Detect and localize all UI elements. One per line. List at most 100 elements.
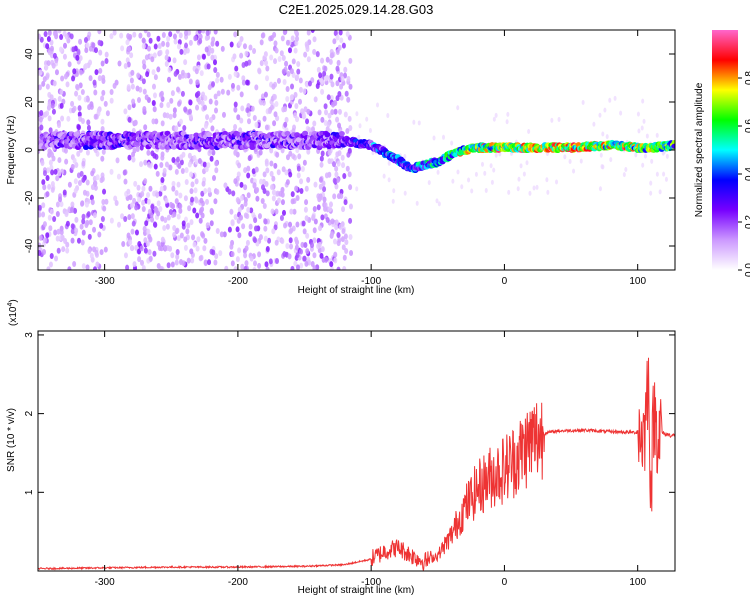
heatmap-speckle xyxy=(283,222,288,229)
heatmap-speckle xyxy=(243,200,248,207)
heatmap-speckle xyxy=(42,184,47,191)
heatmap-speckle xyxy=(271,83,276,90)
heatmap-speckle xyxy=(88,75,93,82)
heatmap-speckle xyxy=(210,47,215,54)
heatmap-speckle xyxy=(302,88,307,95)
heatmap-speckle xyxy=(295,252,300,259)
heatmap-speckle xyxy=(175,253,180,260)
heatmap-speckle xyxy=(341,206,346,213)
heatmap-speckle xyxy=(276,169,281,176)
heatmap-speckle xyxy=(87,104,92,111)
heatmap-speckle xyxy=(205,198,210,205)
heatmap-speckle xyxy=(506,111,510,117)
heatmap-speckle xyxy=(178,207,183,214)
heatmap-speckle xyxy=(127,154,132,161)
heatmap-speckle xyxy=(441,134,445,140)
heatmap-speckle xyxy=(302,255,307,262)
snr-panel: -300 -200 -100 0 100 1 2 3 Height of straight … xyxy=(6,299,676,596)
heatmap-speckle xyxy=(152,92,157,99)
heatmap-speckle xyxy=(46,35,51,42)
heatmap-speckle xyxy=(320,57,325,64)
heatmap-speckle xyxy=(173,70,178,77)
heatmap-speckle xyxy=(141,185,146,192)
heatmap-speckle xyxy=(126,33,131,40)
heatmap-speckle xyxy=(285,179,290,186)
heatmap-speckle xyxy=(59,102,64,109)
heatmap-speckle xyxy=(335,95,340,102)
heatmap-speckle xyxy=(76,150,81,157)
heatmap-speckle xyxy=(329,261,334,268)
heatmap-speckle xyxy=(178,118,183,125)
heatmap-speckle xyxy=(333,257,338,264)
heatmap-speckle xyxy=(143,30,148,34)
heatmap-speckle xyxy=(57,157,62,164)
heatmap-speckle xyxy=(70,223,75,230)
heatmap-speckle xyxy=(141,264,146,270)
colorbar-ticks: 0.0 0.2 0.4 0.6 0.8 xyxy=(738,71,750,277)
heatmap-speckle xyxy=(215,71,220,78)
heatmap-speckle xyxy=(235,226,240,233)
heatmap-speckle xyxy=(313,218,318,225)
heatmap-speckle xyxy=(147,249,152,256)
heatmap-speckle xyxy=(331,101,336,108)
heatmap-speckle xyxy=(183,30,188,36)
heatmap-speckle xyxy=(65,247,70,254)
heatmap-speckle xyxy=(63,147,68,154)
heatmap-speckle xyxy=(655,171,659,177)
heatmap-speckle xyxy=(392,188,396,194)
heatmap-speckle xyxy=(174,168,179,175)
heatmap-speckle xyxy=(301,113,306,120)
heatmap-speckle xyxy=(174,125,179,132)
heatmap-speckle xyxy=(197,30,202,34)
heatmap-speckle xyxy=(88,219,93,226)
heatmap-speckle xyxy=(415,200,419,206)
heatmap-speckle xyxy=(121,240,126,247)
heatmap-speckle xyxy=(197,98,202,105)
heatmap-speckle xyxy=(272,120,277,127)
heatmap-speckle xyxy=(67,266,72,270)
heatmap-speckle xyxy=(69,33,74,40)
heatmap-speckle xyxy=(252,47,257,54)
heatmap-speckle xyxy=(125,264,130,270)
y-tick-label: -40 xyxy=(24,238,35,253)
x-tick-label: -300 xyxy=(95,577,115,588)
heatmap-speckle xyxy=(65,220,70,227)
heatmap-speckle xyxy=(70,228,75,235)
heatmap-speckle xyxy=(332,193,337,200)
heatmap-speckle xyxy=(42,76,47,83)
heatmap-speckle xyxy=(403,154,407,160)
heatmap-speckle xyxy=(54,57,59,64)
heatmap-speckle xyxy=(244,245,249,252)
heatmap-speckle xyxy=(159,186,164,193)
heatmap-speckle xyxy=(219,231,224,238)
heatmap-speckle xyxy=(326,121,331,128)
heatmap-speckle xyxy=(273,162,278,169)
heatmap-speckle xyxy=(100,155,105,162)
heatmap-speckle xyxy=(60,234,65,241)
heatmap-speckle xyxy=(273,40,278,47)
heatmap-speckle xyxy=(281,209,286,216)
heatmap-speckle xyxy=(348,125,353,132)
heatmap-speckle xyxy=(164,161,169,168)
heatmap-speckle xyxy=(79,69,84,76)
heatmap-speckle xyxy=(344,90,349,97)
heatmap-speckle xyxy=(196,54,201,61)
heatmap-speckle xyxy=(450,140,454,146)
heatmap-speckle xyxy=(283,121,288,128)
heatmap-speckle xyxy=(259,178,264,185)
heatmap-speckle xyxy=(78,38,83,45)
heatmap-speckle xyxy=(290,191,295,198)
heatmap-speckle xyxy=(294,103,299,110)
y-tick-label: 40 xyxy=(24,48,35,60)
heatmap-speckle xyxy=(100,60,105,67)
heatmap-speckle xyxy=(154,118,159,125)
heatmap-speckle xyxy=(236,84,241,91)
heatmap-speckle xyxy=(253,237,258,244)
heatmap-speckle xyxy=(85,264,90,270)
heatmap-speckle xyxy=(80,239,85,246)
heatmap-speckle xyxy=(141,78,146,85)
heatmap-speckle xyxy=(252,115,257,122)
heatmap-speckle xyxy=(98,67,103,74)
heatmap-speckle xyxy=(296,68,301,75)
heatmap-speckle xyxy=(624,166,628,172)
